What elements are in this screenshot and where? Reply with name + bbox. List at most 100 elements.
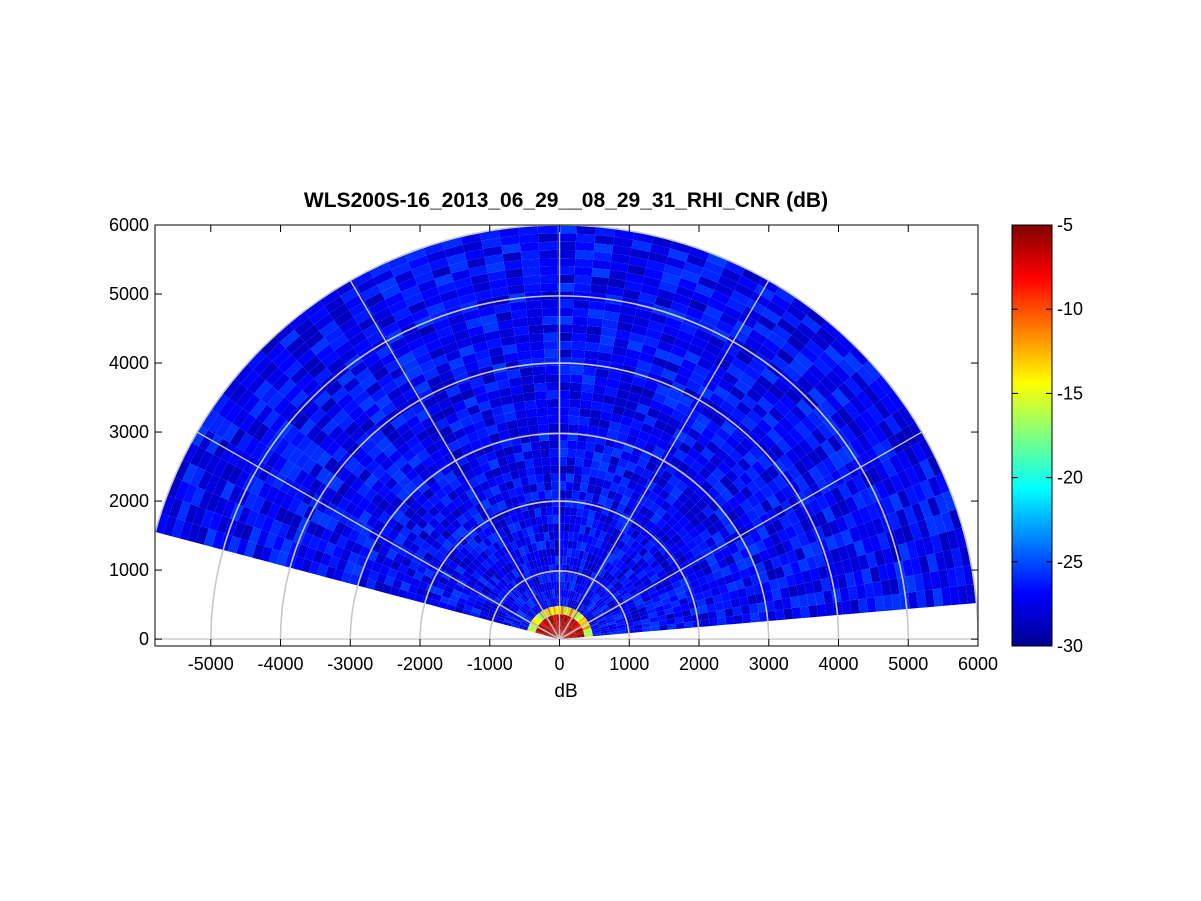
scan-cell [459,415,473,428]
scan-cell [629,519,640,530]
scan-cell [566,616,572,625]
scan-cell [809,567,821,582]
scan-cell [532,618,541,625]
scan-cell [411,344,429,359]
scan-cell [588,619,598,625]
scan-cell [494,597,504,605]
scan-cell [590,401,604,411]
scan-cell [683,550,695,561]
scan-cell [544,349,558,358]
scan-cell [577,576,584,585]
scan-cell [517,596,526,605]
scan-cell [720,420,736,436]
scan-cell [683,615,693,623]
scan-cell [596,557,605,567]
scan-cell [294,452,311,470]
scan-cell [496,538,506,549]
scan-cell [628,549,639,560]
scan-cell [527,599,534,608]
scan-cell [632,553,643,563]
scan-cell [497,581,506,590]
scan-cell [569,382,583,392]
scan-cell [299,324,320,343]
scan-cell [771,518,785,533]
scan-cell [380,422,396,438]
scan-cell [431,540,443,551]
scan-cell [706,524,719,537]
scan-cell [872,517,886,535]
scan-cell [657,614,667,622]
scan-cell [520,375,534,386]
scan-cell [373,307,393,323]
scan-cell [587,425,599,436]
scan-cell [416,481,430,494]
scan-cell [411,524,423,537]
scan-cell [691,562,703,573]
scan-cell [901,426,919,447]
scan-cell [745,466,760,481]
scan-cell [814,591,825,605]
scan-cell [541,548,548,558]
scan-cell [714,601,725,611]
scan-cell [525,552,533,563]
scan-cell [782,432,798,449]
scan-cell [325,517,339,532]
scan-cell [693,328,712,343]
scan-cell [550,606,554,616]
scan-cell [751,552,763,565]
scan-cell [321,419,339,436]
scan-cell [664,607,674,615]
scan-cell [543,481,552,491]
scan-cell [200,409,219,431]
scan-cell [616,388,630,400]
scan-cell [552,572,557,582]
scan-cell [572,591,578,601]
scan-cell [420,436,435,450]
scan-cell [628,453,641,465]
scan-cell [599,335,616,346]
scan-cell [377,484,391,499]
x-tick-label: 5000 [888,654,928,674]
scan-cell [766,546,779,559]
scan-cell [344,421,360,437]
scan-cell [543,634,552,637]
scan-cell [414,593,424,603]
scan-cell [670,559,681,570]
scan-cell [687,343,705,358]
scan-cell [837,545,850,561]
scan-cell [606,563,615,573]
scan-cell [396,488,410,502]
scan-cell [493,521,503,532]
scan-cell [390,482,404,496]
scan-cell [446,252,467,266]
scan-cell [490,485,501,496]
scan-cell [706,252,728,268]
scan-cell [582,534,589,544]
scan-cell [536,627,545,632]
scan-cell [907,591,919,609]
scan-cell [577,615,585,623]
scan-cell [859,488,874,507]
scan-cell [566,457,576,466]
scan-cell [829,547,842,564]
scan-cell [709,363,727,379]
scan-cell [200,509,215,529]
scan-cell [575,241,595,252]
scan-cell [620,609,630,616]
scan-cell [316,451,332,468]
scan-cell [720,592,731,602]
scan-cell [488,432,501,444]
scan-cell [448,560,459,571]
scan-cell [661,511,673,523]
scan-cell [706,473,720,487]
scan-cell [475,392,489,405]
scan-cell [488,458,500,470]
scan-cell [416,449,430,463]
scan-cell [359,396,376,412]
scan-cell [510,580,519,589]
scan-cell [354,367,373,384]
scan-cell [862,360,882,381]
scan-cell [540,274,558,284]
scan-cell [462,240,483,253]
scan-cell [545,382,559,391]
